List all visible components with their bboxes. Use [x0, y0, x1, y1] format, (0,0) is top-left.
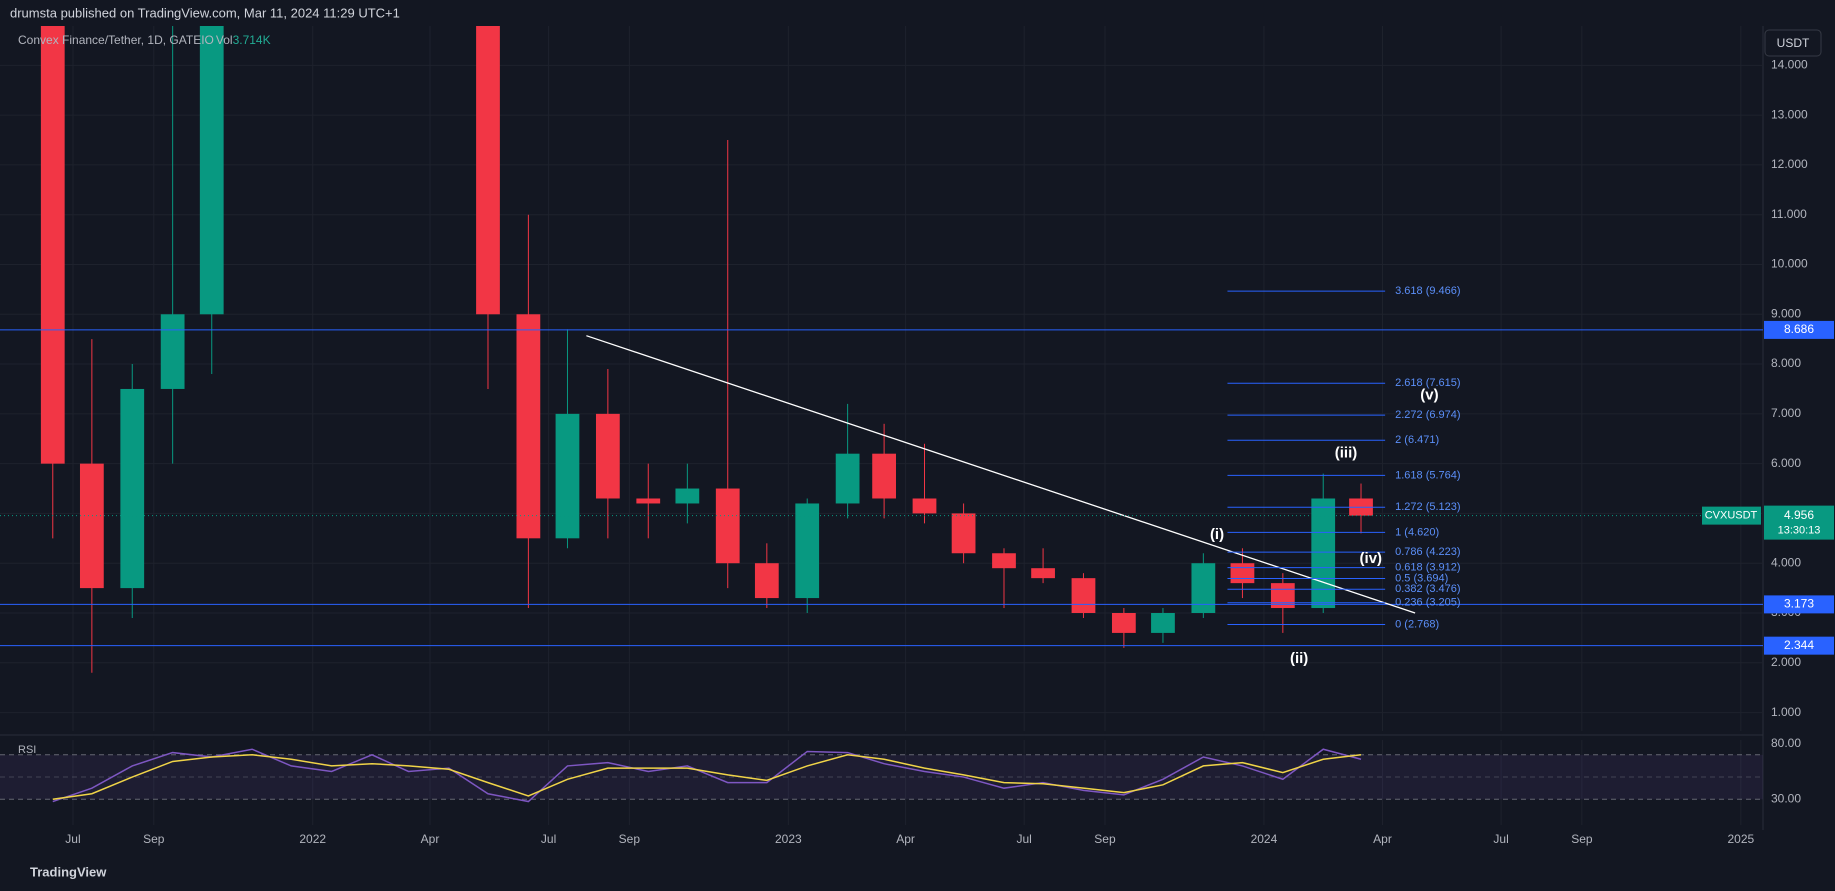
x-tick-label: Sep	[1094, 832, 1116, 846]
rsi-tick-label: 30.00	[1771, 791, 1801, 805]
fib-label: 0.236 (3.205)	[1395, 597, 1460, 609]
fib-label: 0.786 (4.223)	[1395, 546, 1460, 558]
y-tick-label: 13.000	[1771, 107, 1808, 121]
y-tick-label: 4.000	[1771, 555, 1801, 569]
x-tick-label: Apr	[1373, 832, 1392, 846]
x-tick-label: 2022	[299, 832, 326, 846]
candle-body	[40, 26, 65, 464]
candle-body	[715, 488, 740, 564]
y-tick-label: 8.000	[1771, 356, 1801, 370]
x-tick-label: Jul	[65, 832, 80, 846]
candle-body	[992, 553, 1016, 569]
x-tick-label: Jul	[1017, 832, 1032, 846]
candle-body	[675, 488, 700, 504]
fib-label: 1 (4.620)	[1395, 526, 1439, 538]
x-tick-label: Jul	[541, 832, 556, 846]
price-badge-label: 2.344	[1784, 638, 1814, 652]
symbol-badge	[1702, 506, 1761, 525]
fib-label: 1.618 (5.764)	[1395, 469, 1460, 481]
fib-label: 2.272 (6.974)	[1395, 409, 1460, 421]
candle-body	[872, 453, 896, 499]
currency-button[interactable]	[1764, 29, 1822, 57]
candle-body	[120, 388, 145, 589]
rsi-tick-label: 80.00	[1771, 736, 1801, 750]
trendline	[586, 335, 1416, 614]
price-badge	[1764, 595, 1834, 614]
x-tick-label: 2024	[1251, 832, 1278, 846]
candle-body	[1311, 498, 1336, 609]
fib-label: 0.382 (3.476)	[1395, 583, 1460, 595]
x-tick-label: Sep	[619, 832, 641, 846]
candle-body	[160, 314, 185, 389]
price-badge-label: 3.173	[1784, 597, 1814, 611]
legend: Convex Finance/Tether, 1D, GATEIO Vol3.71…	[18, 33, 271, 47]
price-pane	[0, 26, 1763, 673]
price-badge	[1764, 320, 1834, 339]
y-tick-label: 10.000	[1771, 257, 1808, 271]
rsi-line	[52, 754, 1362, 801]
countdown-label: 13:30:13	[1778, 525, 1821, 537]
candle-body	[1151, 613, 1175, 633]
legend-symbol: Convex Finance/Tether, 1D, GATEIO	[18, 33, 214, 47]
symbol-label: CVXUSDT	[1705, 510, 1758, 522]
candle-body	[595, 413, 620, 499]
candle-body	[516, 314, 541, 539]
x-tick-label: 2025	[1727, 832, 1754, 846]
last-price-label: 4.956	[1784, 508, 1814, 522]
fib-label: 2 (6.471)	[1395, 434, 1439, 446]
x-tick-label: Sep	[143, 832, 165, 846]
rsi-pane	[0, 748, 1763, 803]
x-tick-label: Apr	[896, 832, 915, 846]
fib-label: 0.5 (3.694)	[1395, 572, 1448, 584]
x-tick-label: Apr	[421, 832, 440, 846]
volume-label: Vol	[216, 33, 233, 47]
candle-body	[79, 463, 104, 589]
y-tick-label: 11.000	[1771, 207, 1807, 221]
x-tick-label: Jul	[1493, 832, 1508, 846]
x-tick-label: Sep	[1571, 832, 1593, 846]
candle-body	[1031, 568, 1055, 579]
candle-body	[199, 26, 224, 315]
fib-label: 3.618 (9.466)	[1395, 285, 1460, 297]
candle-body	[476, 26, 500, 315]
x-tick-label: 2023	[775, 832, 802, 846]
y-tick-label: 2.000	[1771, 655, 1801, 669]
footer-logo: TradingView	[30, 864, 107, 879]
last-price-badge	[1764, 505, 1834, 540]
wave-label: (v)	[1420, 386, 1438, 403]
publish-header: drumsta published on TradingView.com, Ma…	[10, 5, 400, 20]
candle-body	[1191, 563, 1216, 614]
candle-body	[912, 498, 937, 514]
y-tick-label: 14.000	[1771, 58, 1808, 72]
candle-body	[835, 453, 860, 504]
y-tick-label: 1.000	[1771, 705, 1801, 719]
candle-body	[1111, 613, 1136, 633]
price-badge	[1764, 636, 1834, 655]
wave-label: (ii)	[1290, 650, 1308, 667]
candle-body	[636, 498, 661, 504]
candle-body	[555, 413, 580, 539]
price-badge-label: 8.686	[1784, 322, 1814, 336]
volume-value: 3.714K	[233, 33, 271, 47]
currency-label[interactable]: USDT	[1777, 36, 1810, 50]
y-tick-label: 7.000	[1771, 406, 1801, 420]
y-tick-label: 9.000	[1771, 306, 1801, 320]
candle-body	[795, 503, 820, 599]
fib-label: 2.618 (7.615)	[1395, 377, 1460, 389]
wave-label: (i)	[1210, 526, 1224, 543]
candle-body	[1230, 563, 1255, 584]
candle-body	[951, 513, 976, 554]
wave-label: (iv)	[1360, 550, 1383, 567]
y-tick-label: 6.000	[1771, 456, 1801, 470]
candle-body	[754, 563, 779, 599]
rsi-title: RSI	[18, 744, 36, 756]
candle-body	[1071, 578, 1096, 614]
fib-label: 0.618 (3.912)	[1395, 562, 1460, 574]
wave-label: (iii)	[1335, 445, 1358, 462]
y-tick-label: 12.000	[1771, 157, 1808, 171]
fib-label: 0 (2.768)	[1395, 618, 1439, 630]
fib-label: 1.272 (5.123)	[1395, 501, 1460, 513]
